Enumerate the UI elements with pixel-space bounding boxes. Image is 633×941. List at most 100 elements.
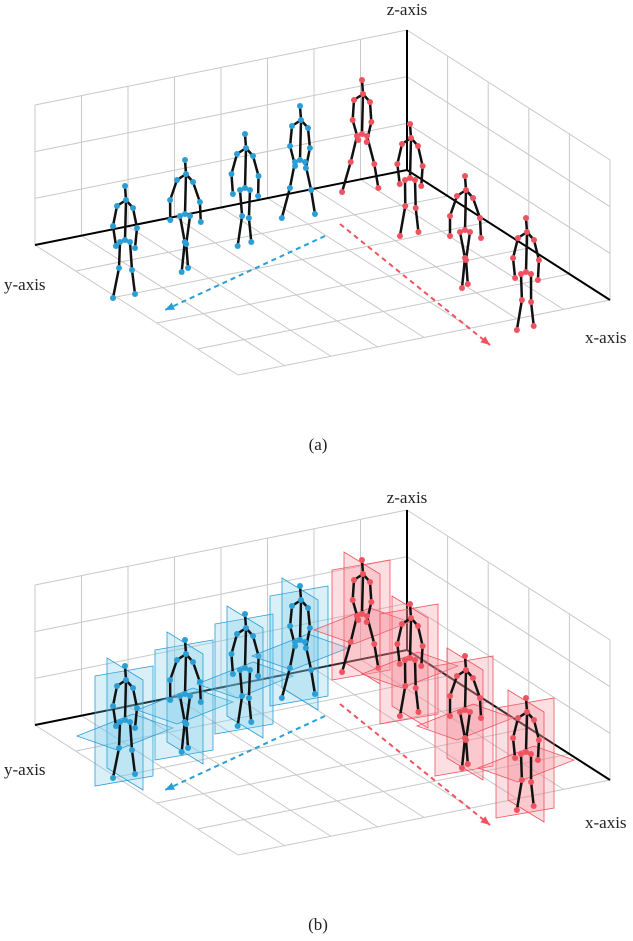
joint: [399, 141, 405, 147]
joint: [117, 719, 123, 725]
bone: [300, 600, 301, 640]
joint: [415, 623, 421, 629]
joint: [129, 747, 135, 753]
joint: [447, 693, 453, 699]
joint: [302, 159, 308, 165]
joint: [518, 271, 524, 277]
joint: [348, 159, 354, 165]
joint: [415, 229, 421, 235]
figure: z-axis y-axis x-axis (a) z-axis y-axis x…: [0, 0, 633, 941]
joint: [110, 223, 116, 229]
joint: [177, 213, 183, 219]
joint: [198, 699, 204, 705]
grid-line: [128, 226, 331, 356]
joint: [454, 193, 460, 199]
joint: [228, 651, 234, 657]
bone: [245, 628, 246, 668]
joint: [515, 235, 521, 241]
joint: [528, 779, 534, 785]
bone: [249, 218, 251, 242]
joint: [185, 745, 191, 751]
joint: [447, 713, 453, 719]
joint: [467, 709, 473, 715]
joint: [167, 217, 173, 223]
joint: [132, 291, 138, 297]
bone: [460, 232, 465, 258]
joint: [287, 143, 293, 149]
bone: [521, 274, 522, 300]
joint: [183, 241, 189, 247]
joint: [512, 275, 518, 281]
joint: [122, 183, 128, 189]
skeleton: [447, 173, 484, 291]
joint: [371, 161, 377, 167]
bone: [526, 712, 527, 752]
joint: [287, 665, 293, 671]
joint: [412, 657, 418, 663]
joint: [239, 213, 245, 219]
bone: [421, 646, 422, 666]
joint: [465, 761, 471, 767]
joint: [350, 117, 356, 123]
joint: [312, 211, 318, 217]
bone: [249, 670, 250, 698]
bone: [410, 138, 411, 178]
grid-line: [157, 248, 529, 323]
skeleton: [510, 215, 542, 333]
y-axis-label: y-axis: [4, 760, 46, 779]
joint: [116, 265, 122, 271]
joint: [122, 663, 128, 669]
joint: [477, 695, 483, 701]
joint: [420, 643, 426, 649]
joint: [243, 145, 249, 151]
joint: [247, 187, 253, 193]
joint: [394, 161, 400, 167]
joint: [239, 693, 245, 699]
bone: [185, 174, 186, 214]
joint: [519, 777, 525, 783]
joint: [110, 295, 116, 301]
bone: [300, 120, 301, 160]
joint: [132, 771, 138, 777]
bone: [180, 216, 185, 242]
joint: [407, 601, 413, 607]
joint: [523, 695, 529, 701]
joint: [127, 719, 133, 725]
bone: [466, 260, 468, 284]
joint: [307, 625, 313, 631]
bone: [416, 208, 419, 232]
bone: [200, 202, 201, 222]
joint: [463, 257, 469, 263]
joint: [360, 571, 366, 577]
joint: [354, 613, 360, 619]
joint: [235, 243, 241, 249]
joint: [371, 641, 377, 647]
joint: [531, 717, 537, 723]
joint: [134, 225, 140, 231]
bone: [370, 582, 371, 602]
bone: [362, 94, 363, 134]
bone: [119, 242, 120, 268]
joint: [130, 685, 136, 691]
bone: [513, 258, 515, 278]
joint: [167, 197, 173, 203]
joint: [364, 133, 370, 139]
bone: [397, 144, 402, 164]
arrow-head: [165, 303, 175, 310]
joint: [292, 159, 298, 165]
bone: [342, 162, 351, 192]
joint: [470, 675, 476, 681]
joint: [339, 189, 345, 195]
joint: [463, 667, 469, 673]
bone: [480, 218, 481, 238]
joint: [535, 277, 541, 283]
joint: [467, 229, 473, 235]
joint: [298, 597, 304, 603]
bone: [397, 164, 399, 184]
x-axis-label: x-axis: [585, 328, 627, 347]
joint: [462, 173, 468, 179]
bone: [311, 190, 315, 214]
joint: [312, 691, 318, 697]
bone: [538, 260, 539, 280]
joint: [179, 269, 185, 275]
